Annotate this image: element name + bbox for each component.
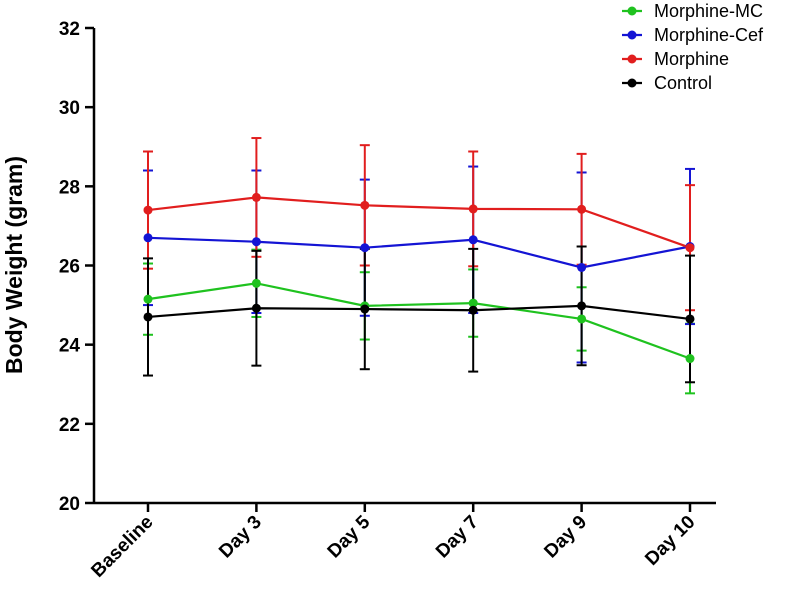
- legend-label: Morphine: [654, 49, 729, 69]
- series-line: [147, 282, 691, 360]
- axes: 20 22 24 26 28 30 32 Baseline Day 3 Day 5 Day 7 Day…: [59, 19, 716, 582]
- legend-marker: [627, 54, 637, 64]
- x-tick-label: Day 7: [432, 512, 483, 563]
- data-point: [251, 237, 261, 247]
- data-point: [685, 354, 695, 364]
- y-tick-label: 22: [59, 415, 80, 436]
- data-point: [360, 200, 370, 210]
- data-point: [577, 262, 587, 272]
- data-point: [577, 301, 587, 311]
- y-tick-label: 26: [59, 257, 80, 278]
- data-point: [360, 243, 370, 253]
- data-point: [468, 305, 478, 315]
- data-point: [251, 303, 261, 313]
- data-point: [251, 278, 261, 288]
- y-tick-label: 30: [59, 98, 80, 119]
- series-line: [147, 196, 691, 249]
- legend-label: Morphine-MC: [654, 1, 763, 21]
- legend-label: Control: [654, 73, 712, 93]
- data-point: [143, 233, 153, 243]
- data-point: [577, 314, 587, 324]
- data-point: [251, 192, 261, 202]
- x-tick-label: Baseline: [87, 512, 157, 582]
- data-point: [360, 304, 370, 314]
- y-axis-label: Body Weight (gram): [1, 156, 27, 374]
- y-tick-label: 24: [59, 336, 81, 357]
- data-point: [685, 243, 695, 253]
- x-tick-label: Day 9: [540, 512, 591, 563]
- series-lines: [147, 196, 691, 360]
- legend-marker: [627, 78, 637, 88]
- legend-marker: [627, 30, 637, 40]
- data-point: [143, 294, 153, 304]
- data-point: [143, 205, 153, 215]
- data-point: [468, 298, 478, 308]
- data-point: [685, 314, 695, 324]
- y-tick-label: 28: [59, 177, 80, 198]
- series-line: [147, 304, 691, 321]
- series-line: [147, 236, 691, 269]
- legend: Morphine-MC Morphine-Cef Morphine Control: [622, 1, 764, 93]
- error-bars: [143, 137, 695, 395]
- y-tick-label: 20: [59, 494, 80, 515]
- x-tick-label: Day 10: [641, 512, 699, 570]
- data-point: [468, 235, 478, 245]
- y-tick-label: 32: [59, 19, 80, 40]
- x-tick-label: Day 3: [215, 512, 266, 563]
- data-points: [143, 192, 695, 364]
- legend-label: Morphine-Cef: [654, 25, 764, 45]
- legend-marker: [627, 6, 637, 16]
- data-point: [143, 312, 153, 322]
- x-tick-label: Day 5: [324, 511, 375, 562]
- data-point: [577, 204, 587, 214]
- data-point: [468, 204, 478, 214]
